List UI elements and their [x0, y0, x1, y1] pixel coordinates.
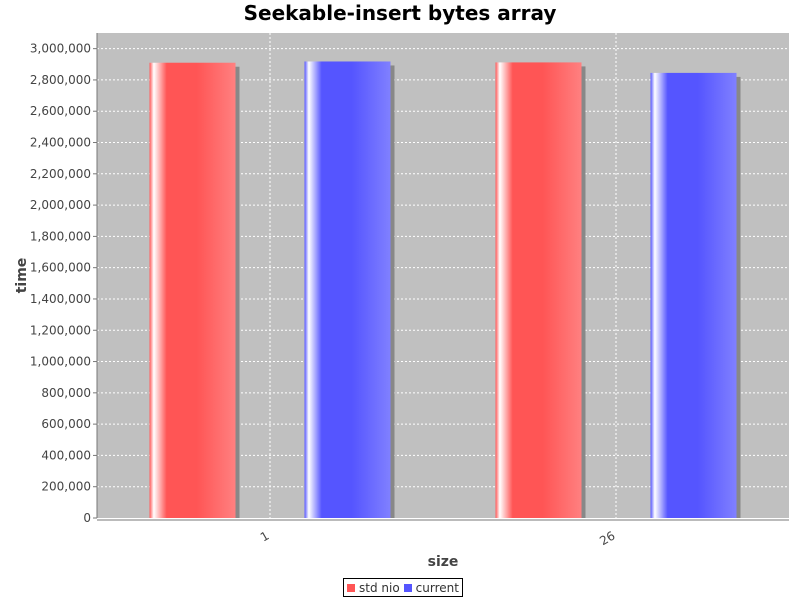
y-axis-label: time [14, 258, 30, 294]
y-tick-label: 1,800,000 [30, 229, 91, 243]
bar-current-1 [304, 61, 391, 519]
legend-label-std-nio: std nio [359, 580, 400, 595]
y-tick-label: 2,000,000 [30, 198, 91, 212]
bar-std-nio-26 [495, 62, 582, 518]
y-tick-label: 600,000 [41, 417, 91, 431]
legend-label-current: current [415, 580, 459, 595]
chart-title: Seekable-insert bytes array [243, 1, 557, 25]
y-tick-label: 200,000 [41, 480, 91, 494]
y-tick-label: 0 [83, 511, 91, 525]
bar-current-26 [650, 72, 737, 518]
y-tick-label: 1,200,000 [30, 323, 91, 337]
x-axis-label: size [428, 554, 459, 570]
x-tick-label: 1 [258, 528, 272, 544]
y-tick-label: 2,600,000 [30, 104, 91, 118]
bars [149, 61, 741, 519]
y-tick-label: 2,800,000 [30, 73, 91, 87]
y-tick-label: 1,600,000 [30, 261, 91, 275]
y-tick-label: 400,000 [41, 448, 91, 462]
legend-item-std-nio: std nio [347, 581, 400, 595]
y-tick-label: 1,000,000 [30, 355, 91, 369]
x-tick-label: 26 [597, 528, 617, 548]
y-tick-label: 1,400,000 [30, 292, 91, 306]
bar-std-nio-1 [149, 62, 236, 519]
legend: std nio current [343, 578, 463, 597]
legend-item-current: current [403, 580, 459, 595]
legend-swatch-std-nio [347, 583, 355, 592]
y-tick-label: 3,000,000 [30, 42, 91, 56]
legend-swatch-current [403, 583, 412, 592]
y-tick-label: 2,400,000 [30, 136, 91, 150]
y-tick-label: 800,000 [41, 386, 91, 400]
y-tick-label: 2,200,000 [30, 167, 91, 181]
